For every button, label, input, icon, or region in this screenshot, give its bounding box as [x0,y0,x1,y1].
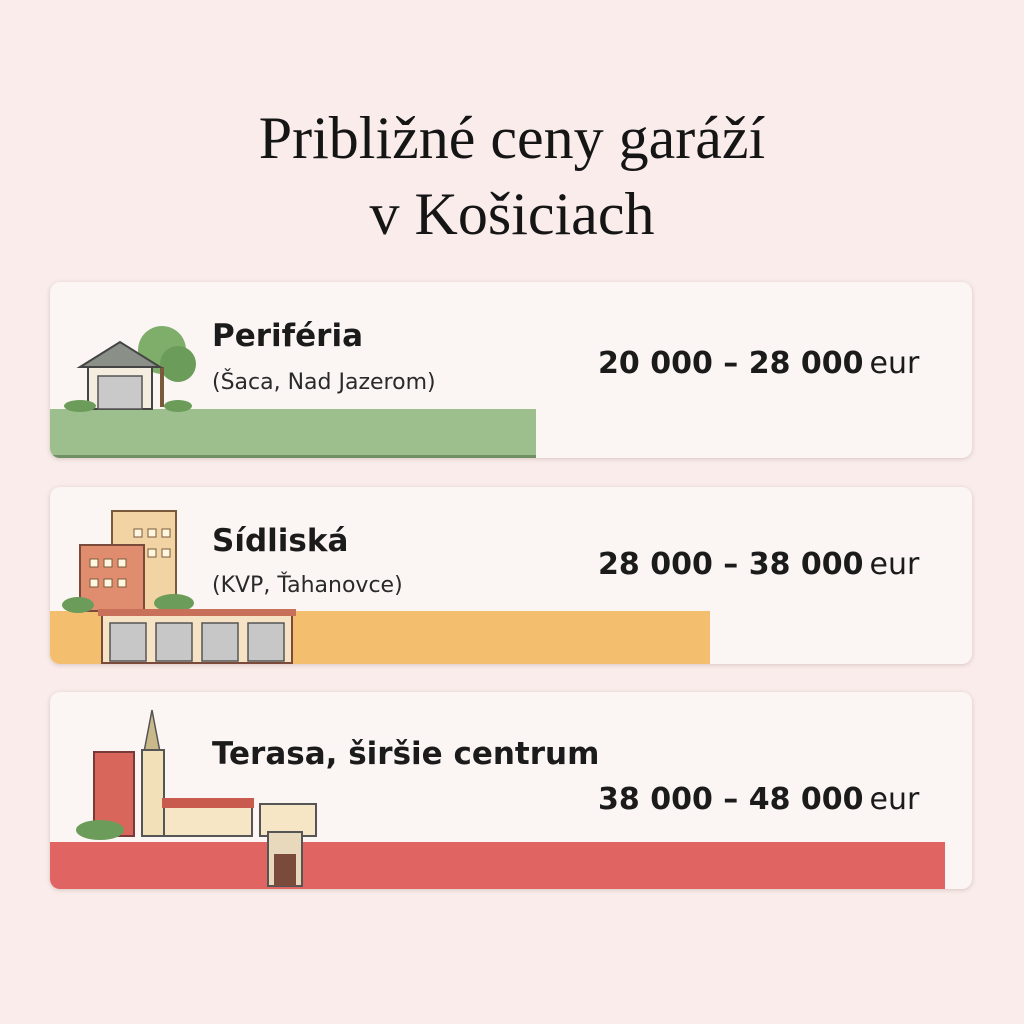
card: Terasa, širšie centrum 38 000 – 48 000 eu… [50,692,972,889]
title-line: v Košiciach [369,181,655,247]
price: 20 000 – 28 000 eur [598,346,919,381]
price-range: 28 000 – 38 000 [598,547,864,582]
price: 38 000 – 48 000 eur [598,782,919,817]
card: Sídliská (KVP, Ťahanovce) 28 000 – 38 00… [50,487,972,664]
illustration [64,326,196,412]
title-line: Približné ceny garáží [258,105,766,171]
price-unit: eur [869,346,920,381]
price-unit: eur [869,547,920,582]
card-name: Sídliská [212,523,349,559]
card-name: Terasa, širšie centrum [212,736,600,772]
illustration [62,510,296,664]
bar [50,409,536,458]
price-range: 20 000 – 28 000 [598,346,864,381]
price: 28 000 – 38 000 eur [598,547,919,582]
card-note: (Šaca, Nad Jazerom) [212,370,436,395]
bar [50,842,945,889]
price-unit: eur [869,782,920,817]
card-name: Periféria [212,318,364,354]
card: Periféria (Šaca, Nad Jazerom) 20 000 – 2… [50,282,972,458]
price-range: 38 000 – 48 000 [598,782,864,817]
card-note: (KVP, Ťahanovce) [212,573,403,598]
illustration [76,709,317,887]
